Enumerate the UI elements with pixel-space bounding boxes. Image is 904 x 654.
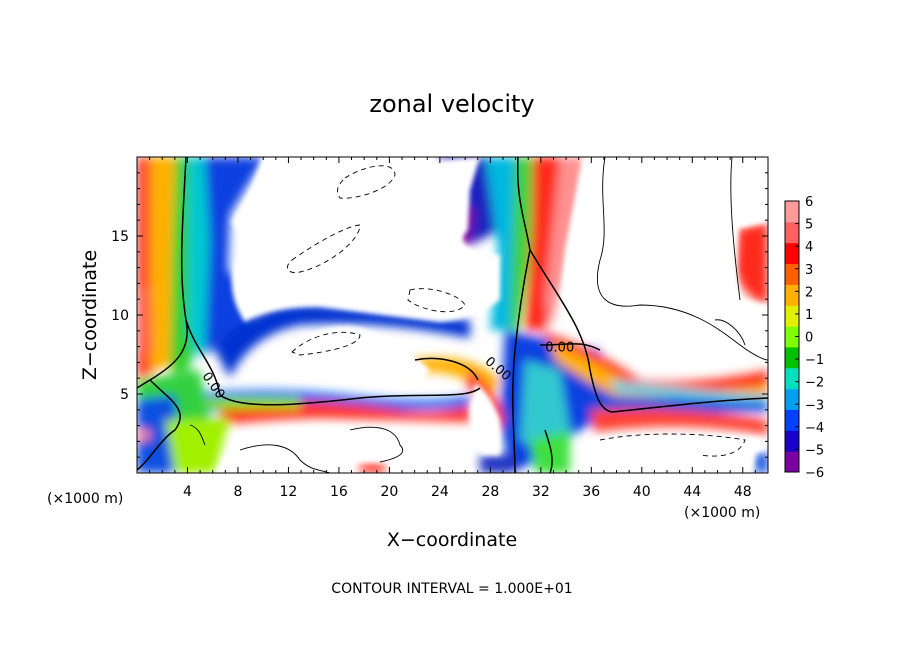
x-tick-label: 44 (683, 484, 701, 500)
x-tick-label: 4 (183, 484, 192, 500)
colorbar-segment (785, 409, 799, 431)
colorbar-tick-label: −2 (805, 376, 824, 391)
y-axis-ticks: 5 10 15 (111, 172, 768, 458)
y-tick-label: 15 (111, 229, 129, 245)
y-axis-label: Z−coordinate (79, 250, 101, 380)
x-axis-ticks: 4 8 12 16 20 24 28 32 36 40 44 48 (149, 157, 756, 500)
colorbar-tick-label: 4 (805, 240, 813, 255)
x-tick-label: 32 (532, 484, 550, 500)
colorbar-tick-label: −1 (805, 353, 824, 368)
colorbar-tick-label: 0 (805, 331, 813, 346)
colorbar-tick-label: −6 (805, 466, 824, 481)
colorbar-tick-label: 1 (805, 308, 813, 323)
y-tick-label: 5 (120, 387, 129, 403)
x-tick-label: 8 (233, 484, 242, 500)
colorbar-segment (785, 242, 799, 265)
x-unit-right: (×1000 m) (684, 505, 760, 521)
colorbar-tick-label: 6 (805, 195, 813, 210)
x-tick-label: 28 (481, 484, 499, 500)
colorbar-segment (785, 451, 799, 473)
contour-interval-note: CONTOUR INTERVAL = 1.000E+01 (331, 581, 572, 597)
colorbar-segment (785, 326, 799, 348)
x-tick-label: 24 (431, 484, 449, 500)
colorbar-segment (785, 201, 799, 223)
x-tick-label: 12 (280, 484, 298, 500)
x-tick-label: 40 (633, 484, 651, 500)
colorbar-tick-label: −3 (805, 398, 824, 413)
x-tick-label: 36 (582, 484, 600, 500)
velocity-field (137, 157, 768, 473)
colorbar-segment (785, 388, 799, 410)
colorbar-tick-label: 3 (805, 263, 813, 278)
x-unit-left: (×1000 m) (47, 491, 123, 507)
contour-label: 0.00 (545, 340, 574, 355)
colorbar-tick-label: 5 (805, 218, 813, 233)
chart-title: zonal velocity (369, 90, 534, 118)
colorbar-tick-label: −4 (805, 421, 824, 436)
colorbar-segment (785, 263, 799, 285)
x-tick-label: 16 (330, 484, 348, 500)
colorbar-segment (785, 367, 799, 390)
y-tick-label: 10 (111, 308, 129, 324)
colorbar-segment (785, 284, 799, 306)
colorbar-segment (785, 305, 799, 327)
x-tick-label: 48 (734, 484, 752, 500)
colorbar-tick-label: 2 (805, 285, 813, 300)
colorbar-tick-label: −5 (805, 443, 824, 458)
colorbar-segment (785, 430, 799, 452)
colorbar-segment (785, 346, 799, 369)
colorbar-segment (785, 221, 799, 244)
colorbar: 6 5 4 3 2 1 0 −1 −2 −3 −4 −5 −6 (784, 195, 824, 481)
x-axis-label: X−coordinate (387, 529, 517, 551)
x-tick-label: 20 (380, 484, 398, 500)
